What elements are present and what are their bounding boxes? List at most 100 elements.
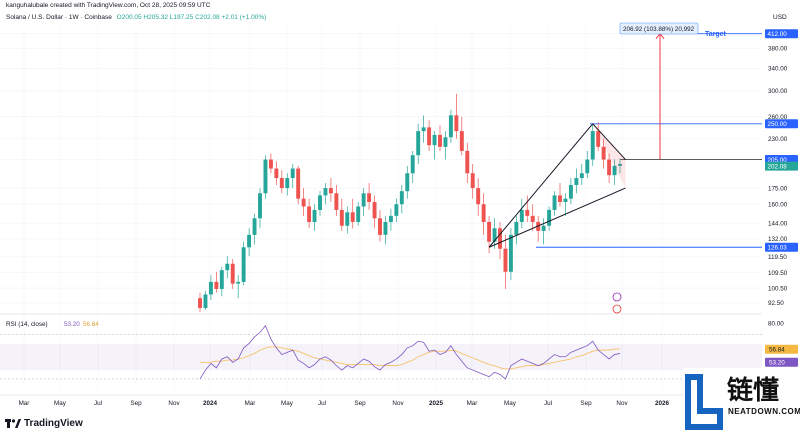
candle-body [252, 218, 257, 235]
price-label-text: 412.00 [768, 31, 788, 38]
grid [0, 26, 762, 390]
candle-body [274, 168, 279, 179]
x-tick-label: Nov [392, 400, 404, 407]
candle-body [487, 221, 492, 242]
candle-body [492, 228, 497, 242]
candle-body [596, 131, 601, 147]
candle-body [394, 204, 399, 216]
candle-body [290, 168, 295, 179]
rsi-value-text: 53.20 [64, 321, 80, 328]
tradingview-logo[interactable]: TradingView [5, 418, 83, 429]
flag-fill [592, 123, 626, 189]
x-tick-label: May [504, 400, 517, 407]
candle-body [328, 188, 333, 194]
rsi-ma-label-bg [765, 344, 798, 354]
y-tick-label: 230.00 [768, 136, 788, 143]
x-tick-label: Sep [354, 400, 366, 407]
measure-label-box [619, 22, 699, 35]
candle-body [525, 209, 530, 216]
candle-body [432, 134, 437, 146]
time-axis: Mar May Jul Sep Nov 2024 Mar May Jul Sep Nov 2025 Ma… [0, 292, 800, 407]
candle-body [345, 212, 350, 226]
candle-body [356, 206, 361, 222]
y-tick-label: 100.50 [768, 285, 788, 292]
candle-body [519, 209, 524, 222]
candle-body [421, 127, 426, 132]
rsi-ma-line [200, 346, 620, 370]
x-tick-label: May [54, 400, 67, 407]
candle-body [476, 188, 481, 205]
price-label-text: 250.00 [768, 121, 788, 128]
candle-body [301, 198, 306, 207]
bull-flag-pattern [488, 123, 626, 248]
y-tick-label: 144.00 [768, 220, 788, 227]
candle-body [225, 263, 230, 271]
y-tick-label: 119.50 [768, 254, 787, 261]
candle-body [241, 247, 246, 282]
candle-body [454, 115, 459, 132]
price-levels [536, 33, 762, 248]
candle-body [268, 159, 273, 169]
flag-lower-line [488, 187, 626, 248]
y-tick-label: 175.00 [768, 185, 788, 192]
price-label-text: 202.08 [768, 163, 788, 170]
neatdown-logo-icon [685, 374, 723, 430]
y-tick-label: 160.00 [768, 201, 788, 208]
candle-body [552, 195, 557, 210]
y-tick-label: 300.00 [768, 88, 788, 95]
candle-body [361, 193, 366, 207]
candle-body [350, 212, 355, 222]
y-tick-label: 260.00 [768, 114, 788, 121]
candle-body [219, 270, 224, 289]
y-tick-label: 109.50 [768, 270, 788, 277]
candle-body [416, 131, 421, 156]
x-tick-label: Mar [19, 400, 30, 407]
x-tick-label: 2024 [203, 400, 218, 407]
candle-body [481, 204, 486, 222]
currency-label: USD [773, 14, 787, 21]
rsi-band [0, 344, 762, 370]
price-axis: 412.00 380.00 340.00 300.00 260.00 230.00 205.… [765, 29, 798, 307]
candle-body [372, 201, 377, 219]
rsi-ma-value-text: 56.84 [83, 321, 99, 328]
candle-body [563, 198, 568, 202]
candle-body [279, 178, 284, 189]
candle-body [459, 131, 464, 151]
candle-body [530, 215, 535, 222]
candle-body [236, 281, 241, 284]
candle-body [427, 127, 432, 146]
x-tick-label: Nov [168, 400, 180, 407]
candle-body [258, 193, 262, 219]
candle-body [318, 195, 322, 210]
candle-body [208, 281, 213, 295]
candle-body [438, 134, 442, 147]
candle-body [323, 188, 328, 196]
candle-body [247, 234, 252, 248]
candle-body [339, 209, 344, 226]
candle-body [547, 209, 552, 226]
price-label-text: 205.00 [768, 157, 788, 164]
y-tick-label: 380.00 [768, 45, 788, 52]
candle-body [514, 221, 519, 235]
rsi-label-bg [765, 357, 798, 367]
x-tick-label: Jul [318, 400, 326, 407]
symbol-name: Solana / U.S. Dollar · 1W · Coinbase [6, 14, 112, 21]
candle-body [410, 155, 415, 174]
candle-body [448, 115, 453, 138]
candle-body [378, 218, 382, 235]
x-tick-label: Jul [94, 400, 102, 407]
rsi-label-text: 53.20 [769, 360, 785, 367]
symbol-title[interactable]: Solana / U.S. Dollar · 1W · Coinbase O20… [6, 14, 266, 21]
candle-body [296, 168, 301, 199]
measure-label-text: 206.92 (103.88%) 20,992 [623, 26, 695, 33]
price-label-text: 126.03 [768, 245, 788, 252]
flag-event-icon [612, 304, 622, 314]
target-label: Target [705, 31, 727, 38]
x-tick-label: Mar [245, 400, 256, 407]
tradingview-icon [5, 419, 21, 428]
y-tick-label: 92.50 [768, 300, 784, 307]
candle-body [607, 159, 612, 176]
candle-body [558, 195, 562, 202]
candle-body [203, 294, 208, 308]
